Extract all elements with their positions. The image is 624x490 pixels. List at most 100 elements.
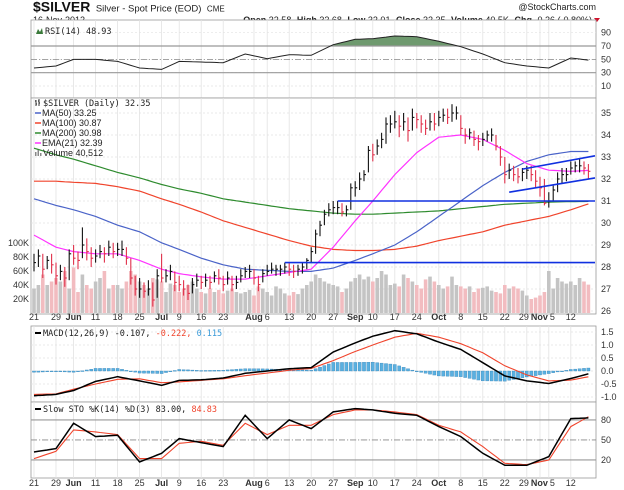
macd-histogram-bar (58, 370, 63, 372)
macd-histogram-bar (98, 368, 102, 372)
stochastic-y-tick: 80 (601, 415, 611, 425)
volume-bar (234, 292, 239, 313)
volume-y-tick: 40K (13, 280, 29, 290)
rsi-y-tick: 50 (601, 54, 611, 64)
x-tick-label: 27 (328, 312, 338, 322)
macd-histogram-bar (252, 368, 256, 372)
ma50-value: 33.25 (74, 108, 97, 118)
macd-y-tick: -1.0 (601, 392, 617, 402)
price-y-tick: 27 (601, 284, 611, 294)
volume-y-tick: 80K (13, 252, 29, 262)
macd-histogram-bar (551, 370, 555, 373)
volume-bar (498, 293, 503, 313)
macd-histogram-bar (208, 370, 212, 372)
volume-bar (111, 285, 115, 313)
volume-bar (423, 279, 428, 313)
x-tick-label: Sep (347, 312, 364, 322)
volume-bar (340, 292, 344, 313)
x-tick-label: 21 (29, 478, 39, 488)
x-tick-label: 6 (265, 312, 270, 322)
ema21-legend: EMA(21) 32.39 (42, 138, 103, 148)
x-tick-label: 11 (91, 478, 100, 488)
macd-histogram-bar (511, 370, 516, 380)
x-tick-label: 27 (328, 478, 338, 488)
macd-histogram-bar (41, 370, 45, 373)
macd-histogram-bar (573, 368, 577, 372)
macd-histogram-bar (318, 366, 322, 372)
volume-bar (296, 294, 300, 313)
volume-bar (32, 288, 36, 313)
macd-label: MACD(12,26,9) (43, 329, 110, 339)
macd-histogram-bar (71, 370, 76, 373)
volume-bar (98, 278, 102, 313)
macd-histogram-bar (577, 368, 582, 372)
x-tick-label: 8 (458, 312, 463, 322)
stochastic-k-line (33, 407, 589, 467)
volume-bar (76, 292, 80, 313)
volume-bar (520, 290, 525, 313)
macd-histogram-bar (586, 367, 591, 372)
macd-histogram-bar (151, 370, 155, 374)
price-legend-label: $SILVER (Daily) (43, 99, 120, 109)
volume-bar (445, 286, 450, 313)
volume-bar (212, 292, 217, 313)
volume-legend-value: 40,512 (76, 148, 104, 158)
volume-bar (397, 286, 401, 313)
volume-bar (102, 271, 107, 313)
macd-histogram-bar (115, 368, 120, 372)
macd-histogram-bar (159, 370, 164, 374)
macd-histogram-bar (186, 369, 190, 372)
x-tick-label: 12 (566, 478, 576, 488)
volume-bar (313, 274, 318, 313)
rsi-legend: RSI(14) 48.93 (36, 27, 112, 37)
volume-bar (542, 292, 547, 313)
macd-histogram-bar (494, 370, 498, 382)
volume-bar (393, 283, 397, 313)
down-arrow-icon (594, 18, 600, 22)
volume-bar (415, 285, 419, 313)
x-tick-label: 24 (412, 478, 422, 488)
x-tick-label: Sep (347, 478, 364, 488)
macd-histogram-bar (195, 370, 199, 372)
macd-histogram-bar (450, 370, 454, 377)
x-tick-label: 13 (284, 312, 294, 322)
macd-histogram-bar (120, 369, 124, 372)
volume-bar (476, 288, 481, 313)
macd-histogram-bar (564, 370, 569, 372)
volume-bar (278, 288, 283, 313)
macd-histogram-bar (203, 370, 208, 372)
volume-bar (318, 278, 322, 313)
volume-bar (71, 267, 76, 313)
volume-bar (467, 286, 472, 313)
macd-histogram-bar (375, 362, 379, 372)
x-tick-label: 21 (29, 312, 39, 322)
volume-y-tick: 100K (8, 238, 29, 248)
macd-histogram-bar (177, 369, 181, 372)
price-bars-legend-icon (35, 99, 40, 106)
volume-bar (146, 288, 151, 313)
stockcharts-watermark: @StockCharts.com (518, 2, 596, 12)
x-tick-label: 20 (306, 312, 316, 322)
macd-histogram-bar (300, 369, 305, 372)
macd-histogram-bar (181, 369, 186, 372)
volume-bar (67, 288, 71, 313)
x-tick-label: 24 (412, 312, 422, 322)
volume-bar (41, 274, 45, 313)
ma100-legend: MA(100) 30.87 (42, 118, 102, 128)
macd-histogram-bar (80, 370, 85, 372)
x-tick-label: Jun (66, 478, 82, 488)
macd-histogram-bar (406, 368, 410, 372)
macd-histogram-bar (212, 370, 217, 372)
x-tick-label: Jul (155, 312, 168, 322)
rsi-line (33, 35, 589, 70)
x-tick-label: 25 (135, 478, 145, 488)
macd-histogram-bar (89, 369, 93, 372)
volume-bar (463, 288, 467, 313)
volume-legend-icon (35, 150, 42, 156)
title-line: $SILVER Silver - Spot Price (EOD) CME (33, 0, 225, 15)
volume-bar (265, 292, 269, 313)
macd-histogram-bar (542, 370, 547, 375)
symbol-description: Silver - Spot Price (EOD) (96, 4, 202, 15)
volume-bar (80, 274, 85, 313)
volume-bar (89, 288, 93, 313)
